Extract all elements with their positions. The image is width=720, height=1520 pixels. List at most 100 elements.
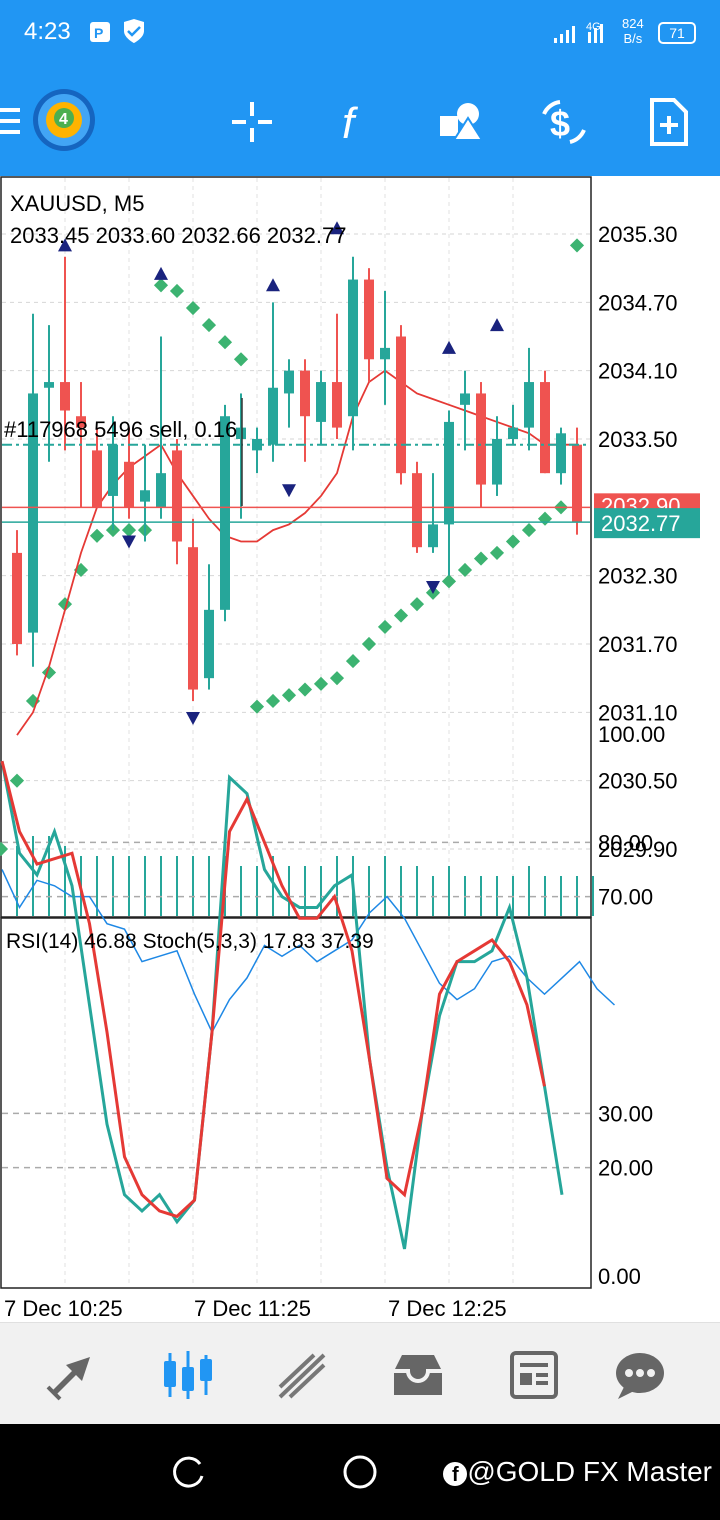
sar-dot: [153, 278, 169, 293]
sar-dot: [361, 636, 377, 652]
quotes-icon[interactable]: [44, 1347, 104, 1403]
candle-body: [28, 393, 38, 633]
stoch-signal-line: [0, 760, 546, 1219]
fractal-down: [282, 484, 296, 498]
stoch-main-line: [0, 760, 564, 1250]
candle-body: [556, 433, 566, 474]
metatrader-logo[interactable]: 4: [32, 88, 96, 152]
indicator-label: RSI(14) 46.88 Stoch(5,3,3) 17.83 37.39: [6, 930, 374, 953]
time-label: 7 Dec 12:25: [388, 1296, 507, 1321]
sar-dot: [505, 534, 521, 549]
fractal-down: [186, 712, 200, 726]
candle-body: [444, 421, 454, 525]
candle-body: [156, 473, 166, 508]
candle-body: [60, 382, 70, 411]
watermark: f @GOLD FX Master: [443, 1456, 712, 1488]
sar-dot: [521, 523, 537, 538]
sar-dot: [233, 352, 249, 367]
sar-dot: [569, 238, 585, 253]
svg-text:P: P: [94, 25, 103, 41]
history-icon[interactable]: [388, 1347, 448, 1403]
objects-icon[interactable]: [432, 94, 488, 150]
sar-dot: [393, 608, 409, 623]
sar-dot: [9, 773, 25, 788]
sar-dot: [329, 671, 345, 686]
menu-icon[interactable]: [0, 94, 56, 150]
candle-body: [268, 387, 278, 445]
chart-area[interactable]: 2035.30 2034.70 2034.10 2033.50 2032.30 2031.…: [0, 176, 720, 1322]
candle-body: [108, 444, 118, 496]
fractal-up: [58, 238, 72, 252]
indicators-icon[interactable]: f: [330, 94, 386, 150]
sar-dot: [345, 654, 361, 669]
crosshair-icon[interactable]: [224, 94, 280, 150]
sar-dot: [297, 682, 313, 697]
candle-body: [44, 382, 54, 388]
sar-dot: [89, 528, 105, 543]
candle-body: [492, 439, 502, 485]
candle-body: [316, 382, 326, 422]
candle-body: [508, 427, 518, 439]
price-chart[interactable]: 2035.30 2034.70 2034.10 2033.50 2032.30 2031.…: [0, 176, 720, 1322]
indicator-tick: 30.00: [598, 1101, 653, 1126]
fractal-up: [330, 221, 344, 235]
candle-body: [188, 547, 198, 690]
sar-dot: [377, 619, 393, 634]
symbol-label: XAUUSD, M5: [10, 191, 144, 216]
svg-text:4G: 4G: [586, 21, 601, 33]
candle-body: [524, 382, 534, 428]
price-tick: 2031.10: [598, 700, 678, 725]
fractal-down: [122, 535, 136, 549]
indicator-tick: 80.00: [598, 830, 653, 855]
news-icon[interactable]: [504, 1347, 564, 1403]
sar-dot: [0, 841, 9, 857]
trade-icon[interactable]: [274, 1347, 334, 1403]
status-bar: 4:23 P 4G 824 B/s 71: [0, 0, 720, 68]
sar-dot: [489, 545, 505, 560]
candle-body: [380, 347, 390, 360]
status-icons-left: P: [90, 19, 144, 43]
candle-body: [396, 336, 406, 474]
svg-text:4: 4: [59, 111, 68, 128]
timeframe-icon[interactable]: $: [536, 94, 592, 150]
signal-icon: 4G: [554, 21, 603, 43]
chart-toolbar: [0, 68, 720, 176]
net-speed: 824 B/s: [622, 16, 644, 46]
sar-dot: [457, 562, 473, 578]
indicator-tick: 20.00: [598, 1156, 653, 1181]
indicator-tick: 100.00: [598, 722, 665, 747]
price-tick: 2032.30: [598, 564, 678, 589]
fractal-down: [426, 581, 440, 595]
candle-body: [364, 279, 374, 360]
rsi-line: [1, 869, 616, 1034]
svg-text:$: $: [550, 103, 570, 144]
chart-icon[interactable]: [160, 1347, 220, 1403]
home-icon[interactable]: [340, 1454, 380, 1494]
candle-body: [332, 382, 342, 428]
candle-body: [284, 370, 294, 394]
price-tick: 2031.70: [598, 632, 678, 657]
recent-apps-icon[interactable]: [168, 1454, 208, 1494]
candle-body: [92, 450, 102, 508]
facebook-icon: f: [443, 1461, 468, 1486]
candle-body: [204, 609, 214, 679]
fractal-up: [266, 278, 280, 292]
candle-body: [412, 473, 422, 548]
candle-body: [76, 416, 86, 428]
indicator-frame: [0, 917, 592, 1289]
price-tick: 2029.90: [598, 837, 678, 862]
order-label: #117968 5496 sell, 0.16: [4, 417, 237, 442]
bid-price-box: [594, 508, 700, 539]
main-chart-frame: [0, 176, 592, 918]
status-time: 4:23: [24, 18, 71, 45]
svg-text:f: f: [342, 99, 359, 148]
sar-dot: [409, 597, 425, 612]
sar-dot: [201, 318, 217, 333]
new-order-icon[interactable]: [640, 94, 696, 150]
price-tick: 2034.70: [598, 290, 678, 315]
price-tick: 2034.10: [598, 359, 678, 384]
indicator-tick: 70.00: [598, 885, 653, 910]
price-tick: 2030.50: [598, 769, 678, 794]
sar-dot: [281, 688, 297, 703]
messages-icon[interactable]: [610, 1347, 670, 1403]
